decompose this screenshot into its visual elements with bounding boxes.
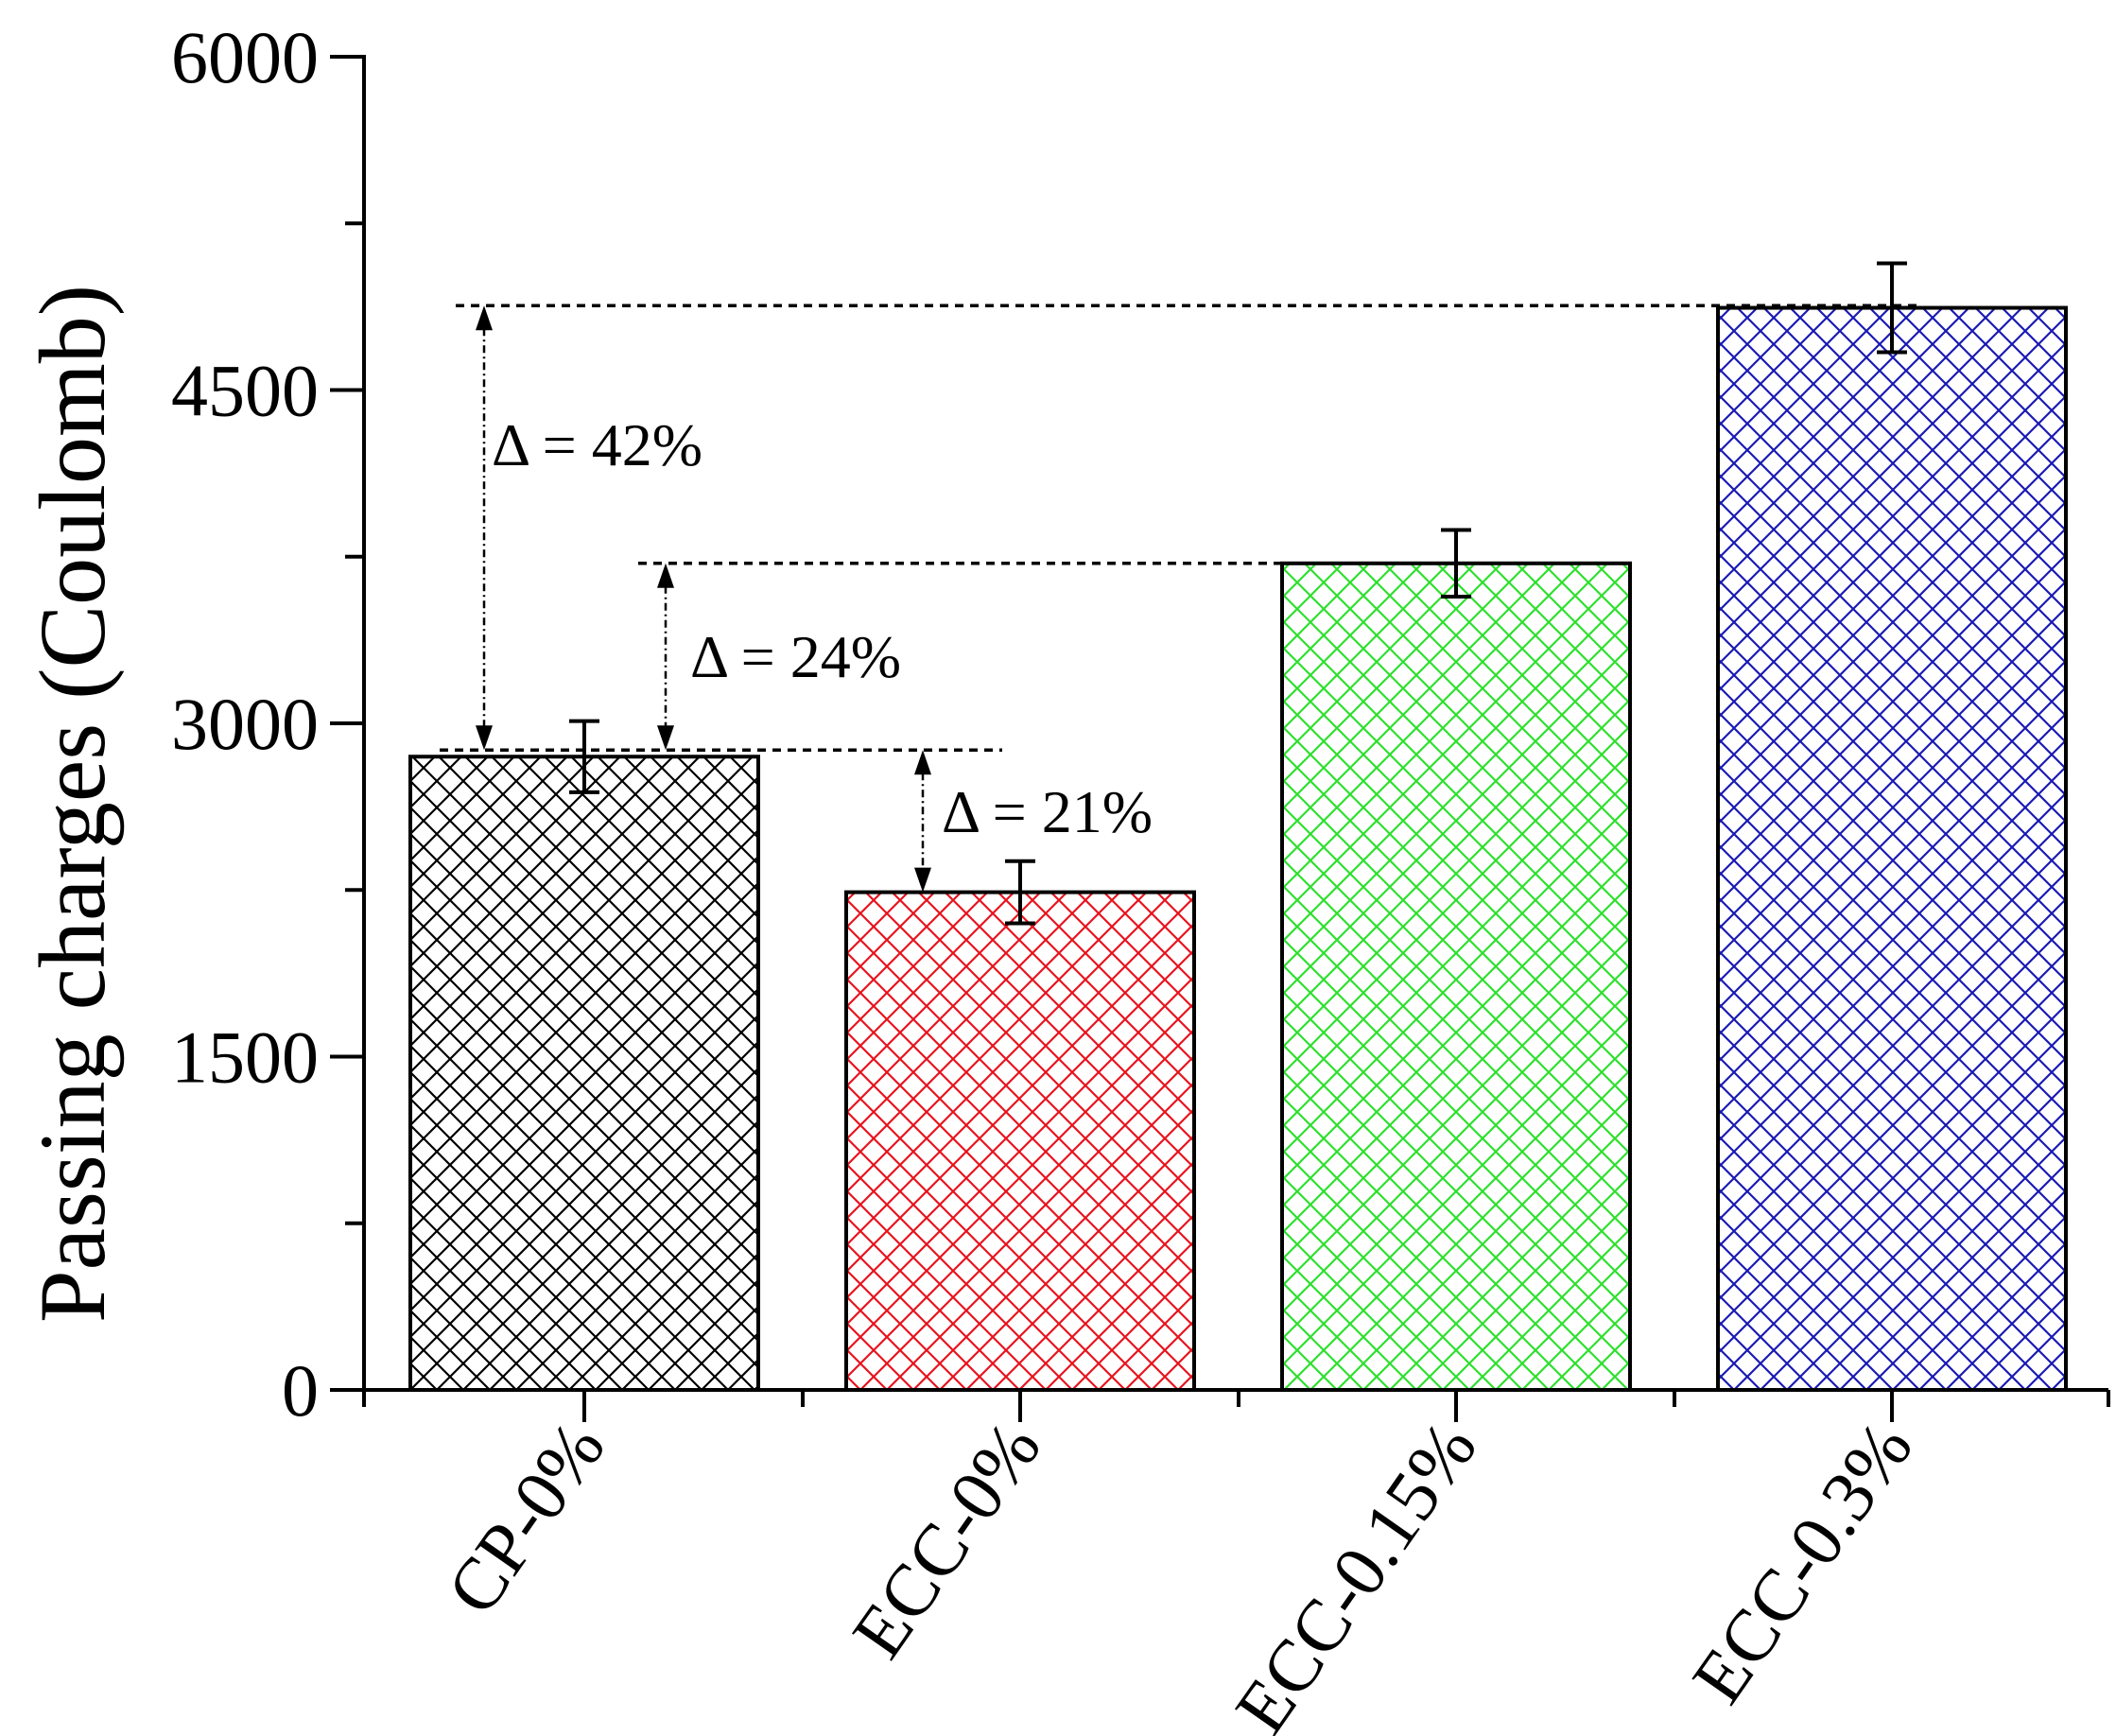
error-bar-3 — [1877, 261, 1907, 355]
bar-1 — [844, 890, 1196, 1392]
delta-arrow-1 — [657, 563, 674, 751]
delta-label-2: Δ = 21% — [942, 778, 1153, 845]
y-tick-label: 3000 — [171, 683, 319, 765]
y-axis-title: Passing charges (Coulomb) — [20, 285, 125, 1323]
y-tick-label: 4500 — [171, 350, 319, 432]
delta-arrow-2 — [914, 750, 931, 893]
error-bar-1 — [1005, 859, 1035, 926]
y-tick-label: 0 — [282, 1349, 319, 1432]
delta-annotations: Δ = 42% Δ = 24% Δ = 21% — [440, 304, 1919, 893]
error-bar-0 — [569, 719, 599, 794]
delta-arrow-0 — [476, 305, 493, 751]
bar-0 — [408, 755, 760, 1392]
delta-label-1: Δ = 24% — [690, 623, 901, 690]
bars — [408, 261, 2068, 1392]
delta-label-0: Δ = 42% — [492, 411, 702, 478]
x-tick-label-2: ECC-0.15% — [1219, 1407, 1492, 1736]
y-tick-label: 1500 — [171, 1016, 319, 1099]
x-tick-label-3: ECC-0.3% — [1676, 1407, 1928, 1718]
x-tick-label-1: ECC-0% — [836, 1407, 1056, 1673]
y-tick-label: 6000 — [171, 16, 319, 98]
x-tick-label-0: CP-0% — [430, 1407, 620, 1629]
bar-3 — [1716, 305, 2068, 1392]
bar-2 — [1280, 561, 1632, 1392]
